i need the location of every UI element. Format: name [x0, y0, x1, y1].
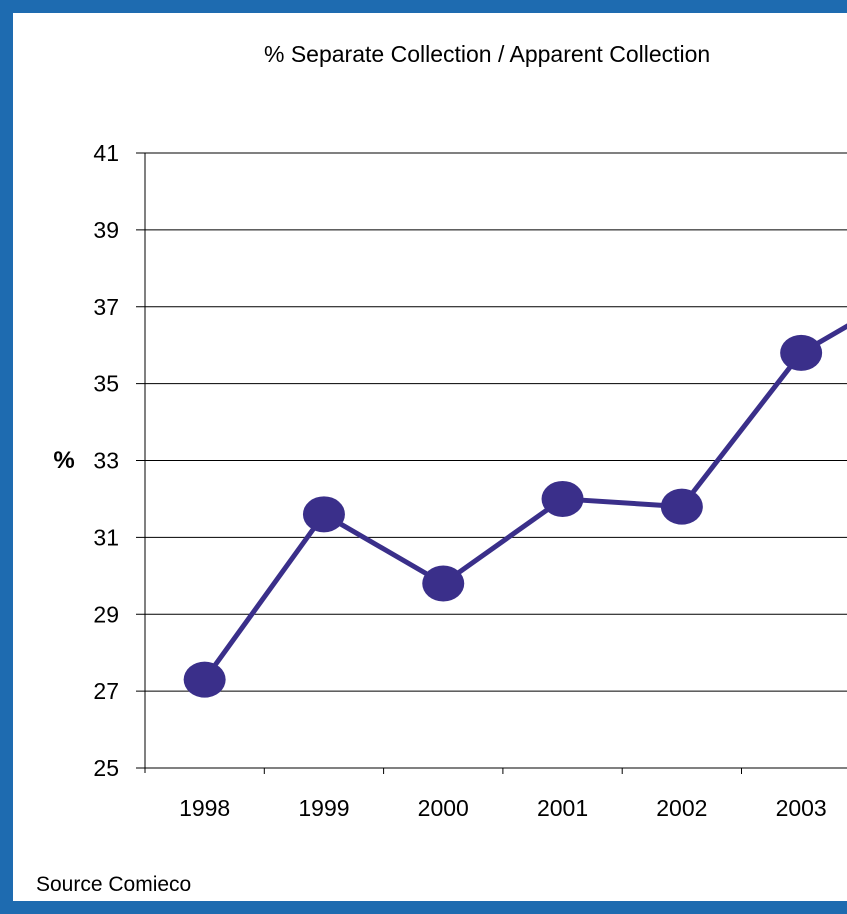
data-point	[183, 661, 226, 698]
x-tick-label: 2003	[776, 795, 827, 821]
y-tick-label: 31	[93, 524, 119, 550]
y-tick-label: 39	[93, 217, 119, 243]
x-tick-label: 1998	[179, 795, 230, 821]
y-tick-label: 25	[93, 755, 119, 781]
y-tick-label: 27	[93, 678, 119, 704]
tick-labels: 25 27 29 31 33 35 37 39 41 1998 1999 2000 2001 2002 20…	[93, 140, 827, 821]
axes	[136, 152, 847, 774]
y-tick-label: 33	[93, 448, 119, 474]
data-point	[302, 496, 345, 533]
x-tick-label: 2000	[418, 795, 469, 821]
y-tick-label: 29	[93, 601, 119, 627]
x-tick-label: 2002	[656, 795, 707, 821]
source-note: Source Comieco	[36, 873, 191, 896]
gridlines	[145, 152, 847, 692]
y-tick-label: 37	[93, 294, 119, 320]
data-point	[780, 334, 823, 371]
chart-title: % Separate Collection / Apparent Collect…	[264, 41, 710, 67]
data-point	[660, 488, 703, 525]
y-tick-label: 41	[93, 140, 119, 166]
x-tick-label: 2001	[537, 795, 588, 821]
series-line	[202, 323, 847, 682]
data-point	[541, 480, 584, 517]
data-point	[422, 565, 465, 602]
series	[183, 323, 847, 698]
x-tick-label: 1999	[298, 795, 349, 821]
y-axis-label: %	[53, 447, 74, 474]
y-tick-label: 35	[93, 371, 119, 397]
